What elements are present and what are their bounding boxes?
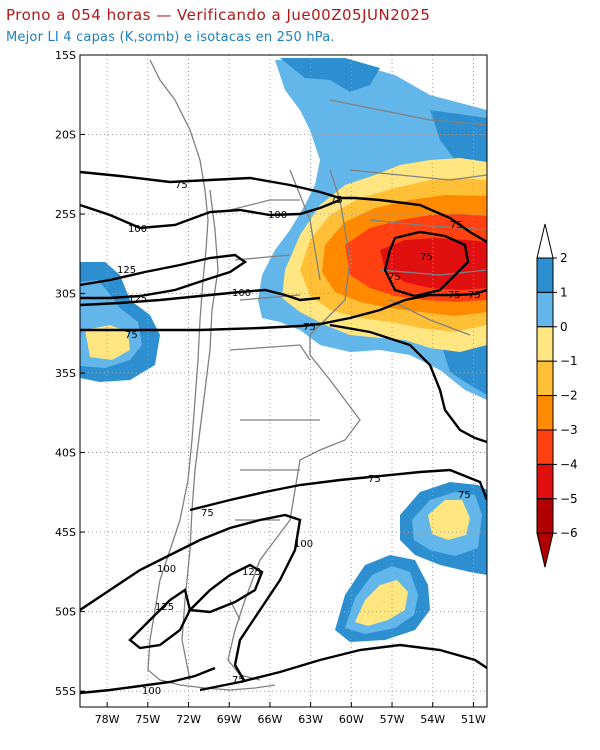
contour-label: 75	[330, 195, 343, 206]
lat-tick-label: 35S	[55, 367, 76, 380]
contour-label: 75	[303, 322, 316, 333]
contour-label: 125	[128, 294, 147, 305]
isotach-100-north	[80, 198, 341, 230]
colorbar-label: −1	[560, 354, 578, 368]
lon-tick-label: 63W	[298, 713, 323, 726]
isotach-125-patagonia	[128, 588, 192, 650]
li-shading	[80, 58, 487, 642]
contour-label: 75	[368, 474, 381, 485]
colorbar-swatch	[536, 326, 554, 362]
contour-label: 75	[448, 290, 461, 301]
colorbar-swatch	[536, 257, 554, 293]
colorbar-label: 2	[560, 251, 568, 265]
brazil-states	[329, 99, 487, 336]
subtitle: Mejor LI 4 capas (K,somb) e isotacas en …	[6, 30, 335, 45]
isotach-75-mid	[80, 288, 487, 332]
coastlines	[147, 59, 487, 691]
contour-label: 75	[175, 180, 188, 191]
lat-tick-label: 55S	[55, 685, 76, 698]
contour-label: 75	[232, 675, 245, 686]
lat-tick-label: 45S	[55, 526, 76, 539]
colorbar-label: −3	[560, 423, 578, 437]
lon-tick-label: 75W	[135, 713, 160, 726]
colorbar-swatch	[536, 395, 554, 431]
lon-tick-label: 66W	[257, 713, 282, 726]
lon-tick-label: 54W	[420, 713, 445, 726]
contour-label: 75	[468, 290, 481, 301]
colorbar-swatch	[536, 429, 554, 465]
isotach-75-patagonia	[199, 643, 487, 692]
colorbar-swatch	[536, 360, 554, 397]
lat-tick-label: 25S	[55, 208, 76, 221]
graticule	[80, 54, 487, 707]
contour-label: 100	[294, 539, 313, 550]
isotach-125	[80, 253, 248, 300]
colorbar-swatch	[536, 291, 554, 328]
colorbar-label: 0	[560, 320, 568, 334]
li-area-red	[380, 238, 487, 290]
contour-label: 100	[157, 564, 176, 575]
chile-argentina-border	[181, 189, 219, 681]
isotach-75-south	[189, 468, 487, 512]
contour-label: 125	[155, 602, 174, 613]
colorbar-arrow-top	[536, 223, 554, 259]
isotachs	[80, 170, 487, 695]
lat-tick-label: 50S	[55, 606, 76, 619]
colorbar-label: −4	[560, 457, 578, 471]
contour-label: 75	[420, 252, 433, 263]
title: Prono a 054 horas — Verificando a Jue00Z…	[6, 6, 431, 24]
south-america-pacific-coast	[147, 59, 276, 691]
contour-label: 100	[128, 224, 147, 235]
colorbar: 2 1 0 −1 −2 −3 −4 −5 −6	[536, 223, 578, 568]
lon-tick-label: 57W	[380, 713, 405, 726]
colorbar-arrow-bottom	[536, 532, 554, 568]
contour-label: 75	[388, 272, 401, 283]
colorbar-swatch	[536, 463, 554, 500]
isotach-75-southeast	[329, 323, 487, 444]
colorbar-label: −5	[560, 492, 578, 506]
contour-label: 75	[201, 508, 214, 519]
isotach-75-north	[80, 170, 487, 244]
li-area-pacific-west-yellow	[85, 325, 130, 360]
isotach-75-loop	[383, 230, 470, 298]
li-area-northeast-dark	[280, 58, 380, 92]
lat-tick-label: 40S	[55, 447, 76, 460]
colorbar-label: −6	[560, 526, 578, 540]
lon-tick-label: 78W	[95, 713, 120, 726]
li-area-atlantic-45s-yellow	[428, 500, 470, 540]
axis-ticks: 15S 20S 25S 30S 35S 40S 45S 50S 55S 78W 75W 72W 69W 6…	[55, 49, 486, 726]
lon-tick-label: 69W	[217, 713, 242, 726]
lon-tick-label: 51W	[461, 713, 486, 726]
lat-tick-label: 15S	[55, 49, 76, 62]
contour-label: 125	[242, 567, 261, 578]
colorbar-label: −2	[560, 389, 578, 403]
isotach-125-south	[187, 563, 264, 614]
li-area-atlantic-50s-yellow	[355, 580, 408, 626]
contour-label: 125	[117, 265, 136, 276]
isotach-100-mid	[80, 288, 321, 307]
contour-label: 75	[125, 330, 138, 341]
lat-tick-label: 30S	[55, 288, 76, 301]
contour-label: 75	[450, 220, 463, 231]
lon-tick-label: 60W	[339, 713, 364, 726]
lat-tick-label: 20S	[55, 129, 76, 142]
isotach-100-south	[80, 513, 302, 683]
contour-label: 100	[232, 288, 251, 299]
colorbar-swatch	[536, 498, 554, 534]
lon-tick-label: 72W	[176, 713, 201, 726]
contour-label: 100	[268, 210, 287, 221]
isotach-100-bottom	[80, 666, 216, 695]
south-america-atlantic-coast	[227, 169, 361, 681]
contour-label: 100	[142, 686, 161, 697]
contour-label: 75	[458, 490, 471, 501]
colorbar-label: 1	[560, 285, 568, 299]
map-frame	[79, 54, 488, 708]
contour-labels: 75 75 75 75 75 75 75 75 75 75 75 75 75 1…	[117, 180, 481, 697]
